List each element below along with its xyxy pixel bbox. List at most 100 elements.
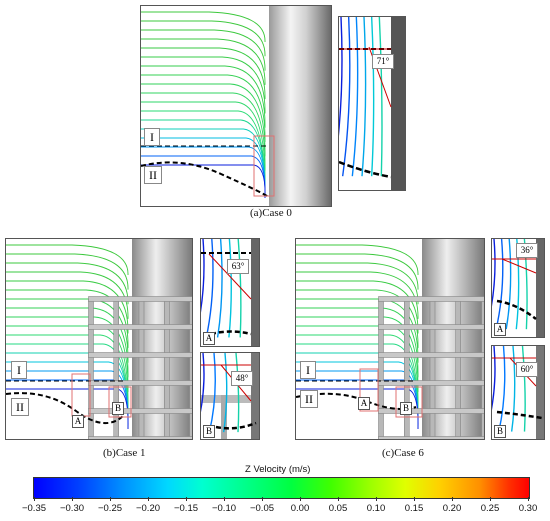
frame-beam <box>88 380 192 386</box>
region-II-label: II <box>300 390 318 408</box>
case6-flow-field <box>296 239 484 439</box>
frame-post <box>404 298 410 439</box>
colorbar-tick-label: 0.05 <box>328 503 348 514</box>
case0-inset-flow <box>339 17 405 190</box>
streamline <box>6 271 129 319</box>
streamline <box>141 83 266 157</box>
case1-flow-field <box>6 239 192 439</box>
streamline <box>237 239 242 338</box>
streamline <box>141 92 266 171</box>
inset-A-angle-label: 63° <box>227 259 249 274</box>
region-I-label: I <box>300 361 316 379</box>
streamline <box>361 17 367 177</box>
scour-bed-line <box>141 161 268 197</box>
colorbar-tick-mark <box>528 497 529 501</box>
colorbar-tick-label: −0.15 <box>173 503 199 514</box>
streamline <box>6 262 129 305</box>
colorbar-tick-label: −0.05 <box>249 503 275 514</box>
case6-caption: (c)Case 6 <box>382 447 424 459</box>
frame-beam <box>378 352 484 358</box>
case6-inset-A: 36° A <box>491 238 545 338</box>
streamline <box>378 17 383 177</box>
frame-beam <box>88 324 192 330</box>
case1-caption: (b)Case 1 <box>103 447 146 459</box>
frame-post <box>189 298 192 439</box>
frame-beam <box>88 296 192 302</box>
streamline <box>201 239 205 313</box>
protective-frame <box>88 296 192 439</box>
colorbar-tick-mark <box>72 497 73 501</box>
inset-B-angle-label: 60° <box>516 362 538 377</box>
region-I-label: I <box>11 361 27 379</box>
colorbar-tick-label: −0.35 <box>21 503 47 514</box>
streamline <box>521 346 526 432</box>
colorbar-tick-mark <box>452 497 453 501</box>
inset-A-angle-label: 36° <box>516 243 538 258</box>
streamline <box>141 20 266 57</box>
frame-beam <box>378 296 484 302</box>
streamline <box>216 239 223 338</box>
streamline <box>141 65 266 128</box>
colorbar-tick-label: 0.20 <box>442 503 462 514</box>
scour-bed-line <box>6 392 125 424</box>
inset-angle-label: 71° <box>372 54 394 69</box>
colorbar-title: Z Velocity (m/s) <box>245 464 311 475</box>
streamline <box>141 38 266 85</box>
frame-beam <box>88 352 192 358</box>
streamline <box>498 346 506 432</box>
colorbar-tick-mark <box>148 497 149 501</box>
case1-inset-B: 48° B <box>200 352 260 440</box>
colorbar-tick-label: 0.15 <box>404 503 424 514</box>
streamline <box>141 56 266 114</box>
inset-B-angle-label: 48° <box>231 371 253 386</box>
marker-B: B <box>112 402 124 415</box>
marker-B: B <box>400 402 412 415</box>
region-II-label: II <box>144 166 162 184</box>
colorbar <box>33 477 530 499</box>
case0-main-panel: I II <box>140 5 332 207</box>
streamline <box>351 17 359 177</box>
colorbar-tick-mark <box>376 497 377 501</box>
region-I-label: I <box>144 128 160 146</box>
colorbar-tick-mark <box>300 497 301 501</box>
streamline <box>341 17 351 177</box>
colorbar-tick-mark <box>414 497 415 501</box>
streamline <box>492 346 496 410</box>
marker-A: A <box>358 397 370 410</box>
streamline <box>141 101 266 185</box>
colorbar-tick-mark <box>110 497 111 501</box>
frame-beam <box>378 324 484 330</box>
frame-beam <box>88 436 192 439</box>
streamline <box>6 253 129 290</box>
streamline <box>370 17 375 177</box>
streamline <box>141 29 266 71</box>
marker-A: A <box>72 415 84 428</box>
streamline <box>339 17 343 136</box>
streamline <box>201 353 205 412</box>
streamline <box>228 239 232 338</box>
case0-streamlines <box>141 11 266 199</box>
case0-flow-field <box>141 6 331 206</box>
frame-post <box>113 298 119 439</box>
colorbar-tick-label: 0.25 <box>480 503 500 514</box>
streamline <box>205 239 214 338</box>
streamline <box>296 262 419 305</box>
colorbar-tick-label: −0.10 <box>211 503 237 514</box>
case1-main-panel: I II A B <box>5 238 193 440</box>
zoom-box <box>253 135 275 197</box>
streamline <box>492 239 496 307</box>
streamline <box>296 244 419 276</box>
colorbar-tick-label: −0.25 <box>97 503 123 514</box>
streamline <box>495 239 504 330</box>
case0-caption: (a)Case 0 <box>250 207 292 219</box>
case6-main-panel: I II A B <box>295 238 485 440</box>
inset-B-marker: B <box>203 425 215 438</box>
case0-inset-panel: 71° <box>338 16 406 191</box>
colorbar-tick-label: −0.30 <box>59 503 85 514</box>
protective-frame <box>378 296 484 439</box>
streamline <box>235 353 240 433</box>
colorbar-tick-mark <box>490 497 491 501</box>
streamline <box>6 244 129 276</box>
frame-post <box>455 298 461 439</box>
inset-A-marker: A <box>203 332 215 345</box>
